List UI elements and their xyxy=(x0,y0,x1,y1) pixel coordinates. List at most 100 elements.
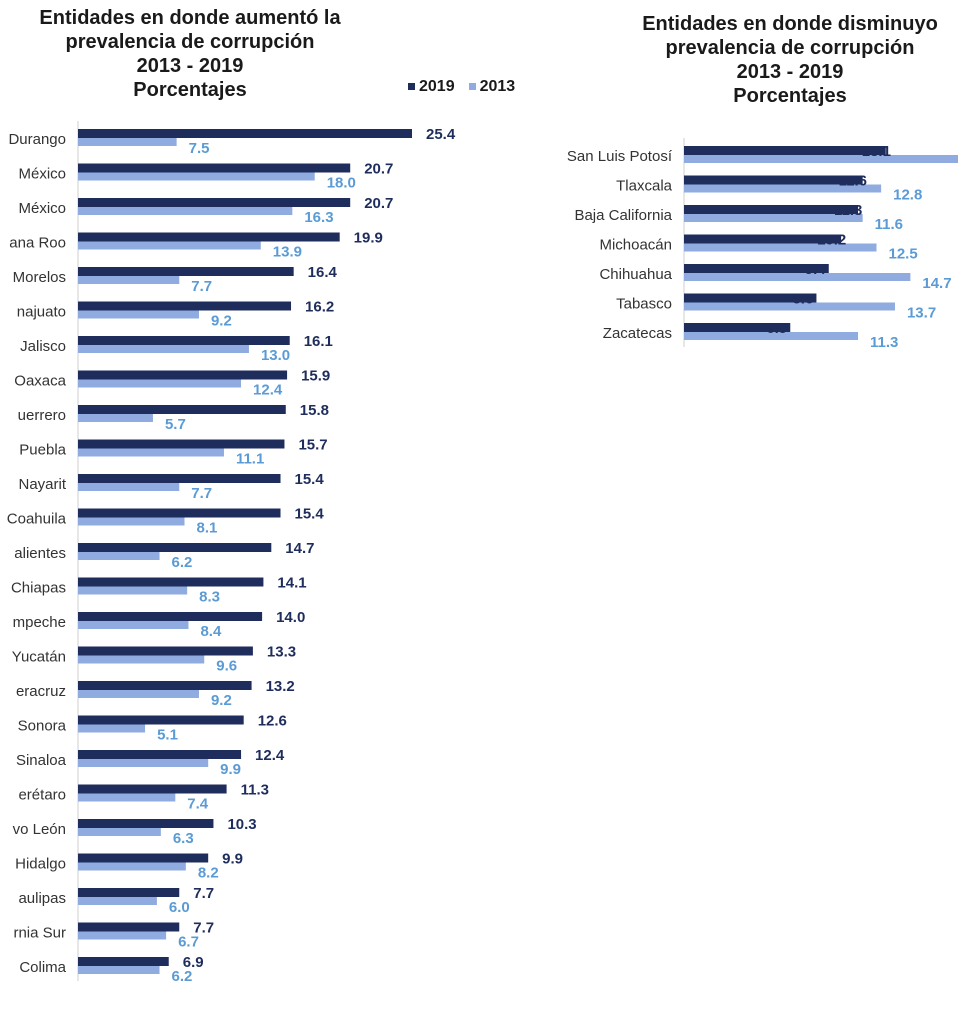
data-label-2019: 20.7 xyxy=(364,161,393,178)
bar-2013 xyxy=(78,414,153,422)
bar-2013 xyxy=(78,655,205,664)
category-label: Morelos xyxy=(13,269,66,286)
data-label-2013: 6.2 xyxy=(172,968,193,985)
data-label-2019: 6.9 xyxy=(183,954,204,971)
bar-2019 xyxy=(78,336,290,345)
bar-2013 xyxy=(78,483,180,491)
data-label-2013: 6.3 xyxy=(173,830,194,847)
data-label-2013: 7.5 xyxy=(189,140,210,157)
legend-label: 2019 xyxy=(419,78,455,95)
data-label-2013: 8.4 xyxy=(200,623,222,640)
data-label-2019: 16.2 xyxy=(305,299,334,316)
category-label: Zacatecas xyxy=(603,325,672,342)
bar-2013 xyxy=(78,345,249,353)
data-label-2019: 12.6 xyxy=(258,713,287,730)
data-label-2013: 6.2 xyxy=(172,554,193,571)
category-label: Oaxaca xyxy=(14,373,66,390)
data-label-2013: 12.4 xyxy=(253,382,283,399)
bar-2013 xyxy=(78,793,176,802)
left-chart-title: Entidades en donde aumentó la prevalenci… xyxy=(0,6,400,102)
bar-2019 xyxy=(684,264,829,273)
bar-2013 xyxy=(78,862,186,871)
category-label: Chiapas xyxy=(11,580,66,597)
data-label-2019: 14.7 xyxy=(285,540,314,557)
category-label: Yucatán xyxy=(12,649,66,666)
data-label-2013: 13.0 xyxy=(261,347,290,364)
data-label-2019: 7.7 xyxy=(193,885,214,902)
bar-2019 xyxy=(78,646,253,656)
bar-2013 xyxy=(684,184,882,193)
data-label-2019: 13.3 xyxy=(267,644,296,661)
bar-2013 xyxy=(78,966,160,974)
bar-2019 xyxy=(78,439,285,449)
bar-2019 xyxy=(78,163,351,173)
data-label-2013: 6.0 xyxy=(169,899,190,916)
bar-2013 xyxy=(78,448,224,457)
data-label-2013: 12.8 xyxy=(893,187,922,204)
bar-2019 xyxy=(78,198,351,207)
category-label: México xyxy=(18,166,66,183)
bar-2013 xyxy=(78,931,167,940)
data-label-2013: 11.3 xyxy=(870,334,898,351)
data-label-2013: 5.1 xyxy=(157,727,178,744)
category-label: Sonora xyxy=(18,718,67,735)
title-line: Porcentajes xyxy=(733,85,847,107)
category-label: rnia Sur xyxy=(13,925,66,942)
category-label: Baja California xyxy=(574,207,672,224)
category-label: México xyxy=(18,200,66,217)
category-label: vo León xyxy=(13,821,66,838)
data-label-2013: 12.5 xyxy=(889,246,918,263)
bar-2013 xyxy=(78,690,199,698)
bar-2013 xyxy=(78,379,242,388)
title-line: Porcentajes xyxy=(133,79,247,101)
bar-2019 xyxy=(78,405,286,414)
bar-2013 xyxy=(78,138,177,146)
category-label: aulipas xyxy=(18,890,66,907)
bar-2019 xyxy=(78,853,209,863)
bar-2013 xyxy=(78,172,315,181)
category-label: Tlaxcala xyxy=(616,178,673,195)
data-label-2019: 16.1 xyxy=(304,333,333,350)
category-label: San Luis Potosí xyxy=(567,148,673,165)
data-label-2013: 9.2 xyxy=(211,313,232,330)
bar-2013 xyxy=(78,897,157,905)
data-label-2019: 25.4 xyxy=(426,126,456,143)
bar-2013 xyxy=(78,310,199,319)
data-label-2019: 15.7 xyxy=(298,437,327,454)
bar-2019 xyxy=(78,543,272,552)
data-label-2013: 9.6 xyxy=(216,658,237,675)
title-line: prevalencia de corrupción xyxy=(65,31,315,53)
legend-item-2019: 2019 xyxy=(408,78,455,96)
bar-2013 xyxy=(78,586,188,595)
bar-2019 xyxy=(684,323,791,332)
data-label-2013: 18.0 xyxy=(327,175,356,192)
category-label: Durango xyxy=(8,131,66,148)
bar-2019 xyxy=(78,232,340,242)
data-label-2013: 8.3 xyxy=(199,589,220,606)
bar-2019 xyxy=(78,301,292,311)
data-label-2013: 14.7 xyxy=(922,275,951,292)
category-label: uerrero xyxy=(18,407,66,424)
data-label-2019: 14.1 xyxy=(277,575,306,592)
bar-2019 xyxy=(684,234,842,244)
data-label-2013: 13.7 xyxy=(907,305,936,322)
category-label: Michoacán xyxy=(599,237,672,254)
data-label-2019: 13.2 xyxy=(266,678,295,695)
bar-2013 xyxy=(78,207,293,215)
bar-2019 xyxy=(78,888,180,897)
data-label-2019: 7.7 xyxy=(193,920,214,937)
bar-2013 xyxy=(684,214,863,222)
data-label-2019: 11.3 xyxy=(834,202,862,219)
bar-2013 xyxy=(78,621,189,629)
data-label-2013: 7.7 xyxy=(191,278,212,295)
bar-2019 xyxy=(78,267,294,276)
data-label-2019: 15.4 xyxy=(295,506,325,523)
bar-2013 xyxy=(78,241,261,250)
data-label-2019: 8.6 xyxy=(792,291,813,308)
bar-2013 xyxy=(78,724,146,733)
data-label-2019: 16.4 xyxy=(308,264,338,281)
data-label-2013: 11.1 xyxy=(236,451,264,468)
data-label-2019: 10.3 xyxy=(227,816,256,833)
bar-2013 xyxy=(684,332,859,340)
data-label-2019: 12.4 xyxy=(255,747,285,764)
